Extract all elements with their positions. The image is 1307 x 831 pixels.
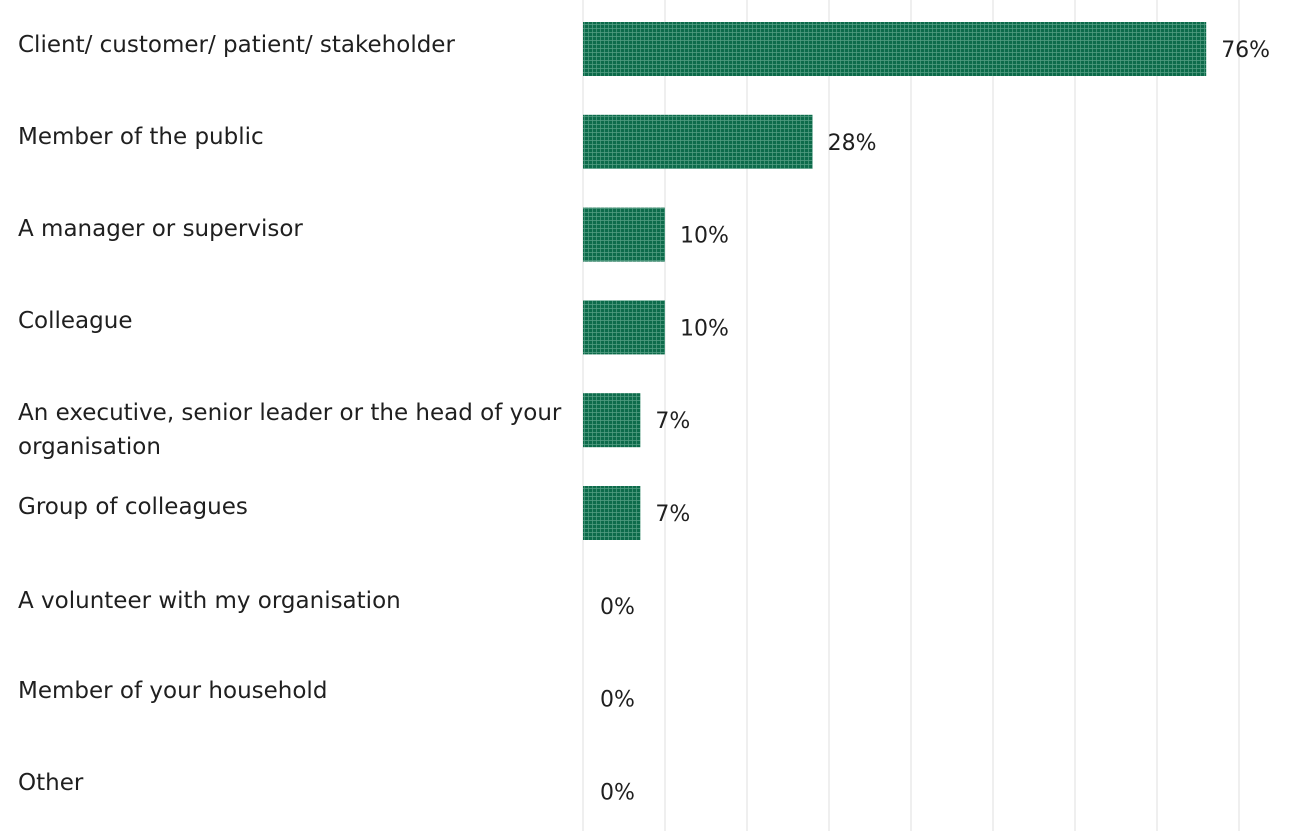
- bar: [583, 207, 665, 262]
- value-label: 0%: [600, 780, 635, 805]
- value-label: 7%: [655, 502, 690, 527]
- value-label: 0%: [600, 688, 635, 713]
- value-label: 10%: [680, 224, 729, 249]
- bar: [583, 393, 641, 448]
- bar: [583, 114, 813, 169]
- value-labels: 76% 28% 10% 10% 7% 7% 0% 0% 0%: [600, 38, 1270, 805]
- category-label: Member of your household: [18, 678, 328, 704]
- category-label: Member of the public: [18, 124, 264, 150]
- category-label: Group of colleagues: [18, 494, 248, 520]
- value-label: 76%: [1221, 38, 1270, 63]
- category-label: A manager or supervisor: [18, 216, 303, 242]
- value-label: 7%: [655, 409, 690, 434]
- value-label: 10%: [680, 316, 729, 341]
- value-label: 28%: [828, 131, 877, 156]
- category-label: Colleague: [18, 308, 133, 334]
- bar: [583, 486, 641, 540]
- category-label: Client/ customer/ patient/ stakeholder: [18, 32, 455, 58]
- bar: [583, 22, 1207, 76]
- bars: [583, 22, 1207, 540]
- bar: [583, 300, 665, 355]
- category-label: Other: [18, 770, 84, 796]
- category-label: A volunteer with my organisation: [18, 588, 401, 614]
- category-label: An executive, senior leader or the head …: [18, 400, 562, 460]
- value-label: 0%: [600, 595, 635, 620]
